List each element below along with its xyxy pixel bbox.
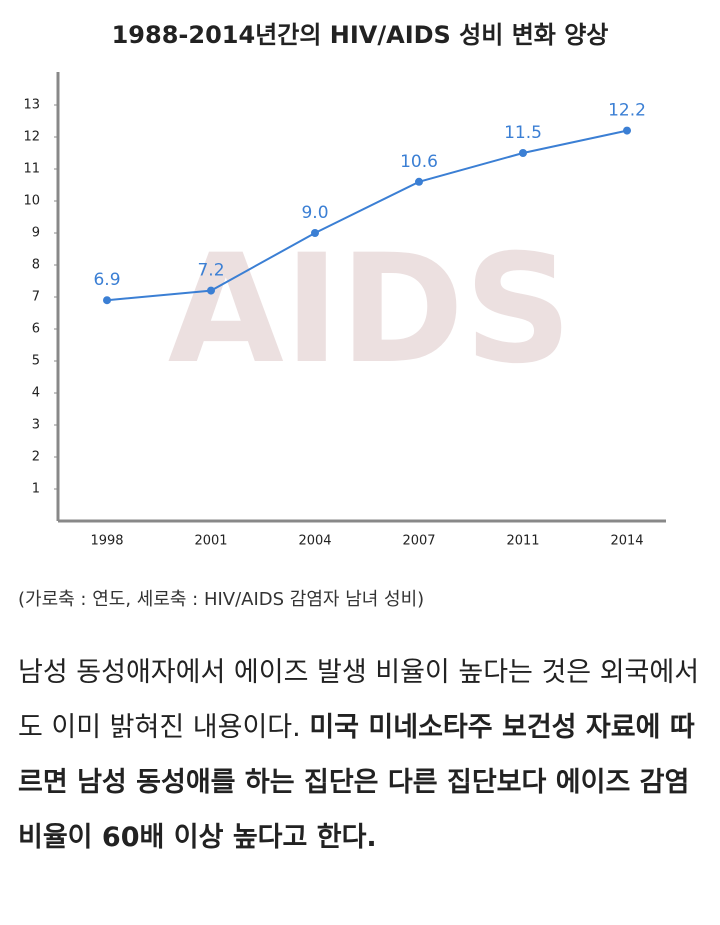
y-tick-label: 1 xyxy=(32,482,40,497)
chart-title: 1988-2014년간의 HIV/AIDS 성비 변화 양상 xyxy=(112,21,609,49)
x-tick-label: 2001 xyxy=(194,534,227,549)
x-tick-label: 1998 xyxy=(90,534,123,549)
data-point xyxy=(311,229,319,237)
y-tick-label: 13 xyxy=(23,98,40,113)
watermark: AIDS xyxy=(168,223,572,397)
body-bold: 미국 미네소타주 보건성 자료에 따르면 남성 동성애를 하는 집단은 다른 집… xyxy=(18,712,695,853)
value-label: 9.0 xyxy=(301,203,328,223)
value-label: 10.6 xyxy=(400,152,438,172)
chart: 1988-2014년간의 HIV/AIDS 성비 변화 양상 AIDS 1234… xyxy=(23,21,666,549)
y-tick-label: 5 xyxy=(32,354,40,369)
x-tick-label: 2014 xyxy=(610,534,643,549)
y-tick-label: 3 xyxy=(32,418,40,433)
y-tick-label: 11 xyxy=(23,162,40,177)
data-point xyxy=(103,296,111,305)
data-point xyxy=(207,286,215,295)
y-tick-label: 6 xyxy=(32,322,40,337)
data-line xyxy=(106,129,628,302)
value-label: 12.2 xyxy=(608,101,646,121)
data-point xyxy=(519,149,527,157)
y-tick-label: 4 xyxy=(32,386,40,401)
y-tick-label: 2 xyxy=(32,450,40,465)
x-tick-label: 2004 xyxy=(298,534,331,549)
x-tick-label: 2007 xyxy=(402,534,435,549)
value-label: 11.5 xyxy=(504,123,542,143)
body-text: 남성 동성애자에서 에이즈 발생 비율이 높다는 것은 외국에서도 이미 밝혀진… xyxy=(18,645,708,865)
caption: (가로축 : 연도, 세로축 : HIV/AIDS 감염자 남녀 성비) xyxy=(18,589,425,610)
x-tick-label: 2011 xyxy=(506,534,539,549)
y-tick-label: 12 xyxy=(23,130,40,145)
y-tick-label: 7 xyxy=(32,290,40,305)
y-tick-label: 9 xyxy=(32,226,40,241)
data-point xyxy=(623,126,631,135)
y-tick-label: 10 xyxy=(23,194,40,209)
y-tick-label: 8 xyxy=(32,258,40,273)
value-label: 7.2 xyxy=(197,261,224,281)
body-normal: 남성 동성애자에서 에이즈 발생 비율이 높다는 것은 외국에서도 이미 밝혀진… xyxy=(18,657,700,743)
data-point xyxy=(415,177,423,186)
value-label: 6.9 xyxy=(93,270,120,290)
